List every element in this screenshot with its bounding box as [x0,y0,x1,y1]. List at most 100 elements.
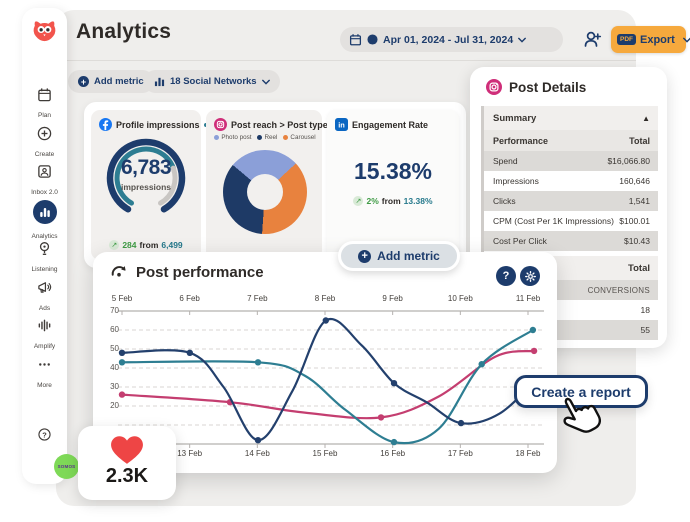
create-report-button[interactable]: Create a report [514,375,648,408]
x-axis-top-label: 9 Feb [382,294,403,303]
social-networks-dropdown[interactable]: 18 Social Networks [144,70,280,93]
legend-dot [283,135,289,140]
x-axis-top-label: 10 Feb [447,294,473,303]
date-range-value: Apr 01, 2024 - Jul 31, 2024 [383,33,514,46]
legend-item: Carousel [283,134,316,141]
x-axis-top-label: 7 Feb [247,294,268,303]
sidebar-item-label: Amplify [33,343,56,350]
navy-series-point [254,437,262,444]
legend-item: Reel [257,134,277,141]
chevron-down-icon [261,79,270,85]
sidebar-item-label: Listening [31,266,58,273]
gauge-icon [111,266,126,277]
metrics-panel: Profile impressions 6,783 impressions ↗ … [84,102,466,268]
y-axis-label: 50 [110,344,119,353]
date-range-picker[interactable]: Apr 01, 2024 - Jul 31, 2024 [340,27,563,52]
dots-icon [37,357,53,373]
add-metric-floating-button[interactable]: + Add metric [338,241,460,271]
chart-title: Post performance [136,263,264,281]
heart-icon [111,436,143,464]
chevron-down-icon [518,37,527,43]
x-axis-top-label: 6 Feb [179,294,200,303]
x-axis-top-label: 5 Feb [111,294,133,303]
post-details-title: Post Details [509,79,587,95]
x-axis-bottom-label: 14 Feb [244,449,270,458]
pdf-badge: PDF [617,34,636,45]
card-title: Post reach > Post type [231,119,328,130]
sidebar-item-create[interactable]: Create [22,123,67,161]
teal-series-point [478,361,485,368]
svg-text:in: in [338,120,345,129]
export-chevron-icon[interactable] [682,36,690,44]
teal-series-point [390,438,398,446]
x-axis-bottom-label: 16 Feb [380,449,406,458]
card-title: Engagement Rate [352,119,429,130]
x-axis-bottom-label: 13 Feb [177,449,203,458]
gear-icon [524,270,536,282]
card-title: Profile impressions [116,119,200,130]
legend-dot [257,135,263,140]
export-button[interactable]: PDF Export [611,26,690,53]
hootsuite-owl-logo[interactable] [30,16,59,45]
chart-help-button[interactable]: ? [496,266,516,286]
export-label: Export [640,33,675,46]
chart-settings-button[interactable] [520,266,540,286]
pink-series-point [377,414,385,421]
account-dot-icon [367,34,378,45]
share-user-icon[interactable] [582,29,602,49]
sidebar-item-amplify[interactable]: Amplify [22,315,67,353]
bar-chart-icon [32,199,57,224]
navy-series-line [120,317,538,442]
amplify-icon [37,318,53,334]
impressions-gauge [106,138,186,213]
x-axis-top-label: 11 Feb [515,294,541,303]
sidebar-item-more[interactable]: More [22,354,67,392]
engagement-rate-card[interactable]: in Engagement Rate 15.38% ↗ 2% from 13.3… [327,110,459,260]
table-row: Cost Per Click $10.43 [484,231,658,251]
hand-cursor-icon [563,397,602,433]
calendar-icon [349,34,362,46]
sidebar-item-listening[interactable]: Listening [22,238,67,276]
post-reach-card[interactable]: Post reach > Post type Photo post Reel Car… [206,110,328,260]
sidebar-item-analytics[interactable]: Analytics [22,199,67,243]
engagement-delta: ↗ 2% from 13.38% [327,196,459,206]
sidebar-item-inbox-2-0[interactable]: Inbox 2.0 [22,161,67,199]
table-row: Clicks 1,541 [484,191,658,211]
networks-label: 18 Social Networks [170,76,257,87]
metric-info-dot [203,122,208,127]
engagement-value: 15.38% [353,158,432,184]
add-metric-label: Add metric [94,76,144,87]
y-axis-label: 30 [110,382,119,391]
teal-series-point [118,359,126,366]
navy-series-point [118,349,126,356]
post-type-donut-chart [223,150,307,234]
column-header-row: Performance Total [484,130,658,151]
plus-circle-icon [37,126,53,142]
instagram-icon [214,118,227,131]
pink-series-point [530,347,538,355]
x-axis-bottom-label: 15 Feb [312,449,338,458]
teal-series-point [529,326,537,334]
navy-series-point [390,380,398,387]
legend-item: Photo post [214,134,251,141]
sidebar-item-ads[interactable]: Ads [22,277,67,315]
header-divider [66,60,636,61]
help-icon[interactable]: ? [22,428,67,446]
avatar[interactable]: SOMOS [54,454,79,479]
legend-label: Carousel [290,134,316,141]
post-details-panel: Post Details Summary ▲ Performance Total Spe… [470,67,667,348]
inbox-icon [37,164,53,180]
add-metric-button[interactable]: + Add metric [68,70,154,93]
post-performance-chart [118,310,544,448]
navy-series-point [322,317,330,324]
y-axis-label: 20 [110,401,119,410]
trend-up-icon: ↗ [353,196,364,206]
sidebar-item-plan[interactable]: Plan [22,84,67,122]
plus-icon: + [78,76,89,87]
page-title: Analytics [76,20,172,43]
summary-header-row[interactable]: Summary ▲ [484,106,658,130]
pink-series-line [120,349,536,420]
sidebar-item-label: Plan [37,112,51,119]
bulb-icon [37,241,53,257]
profile-impressions-card[interactable]: Profile impressions 6,783 impressions ↗ … [91,110,208,260]
